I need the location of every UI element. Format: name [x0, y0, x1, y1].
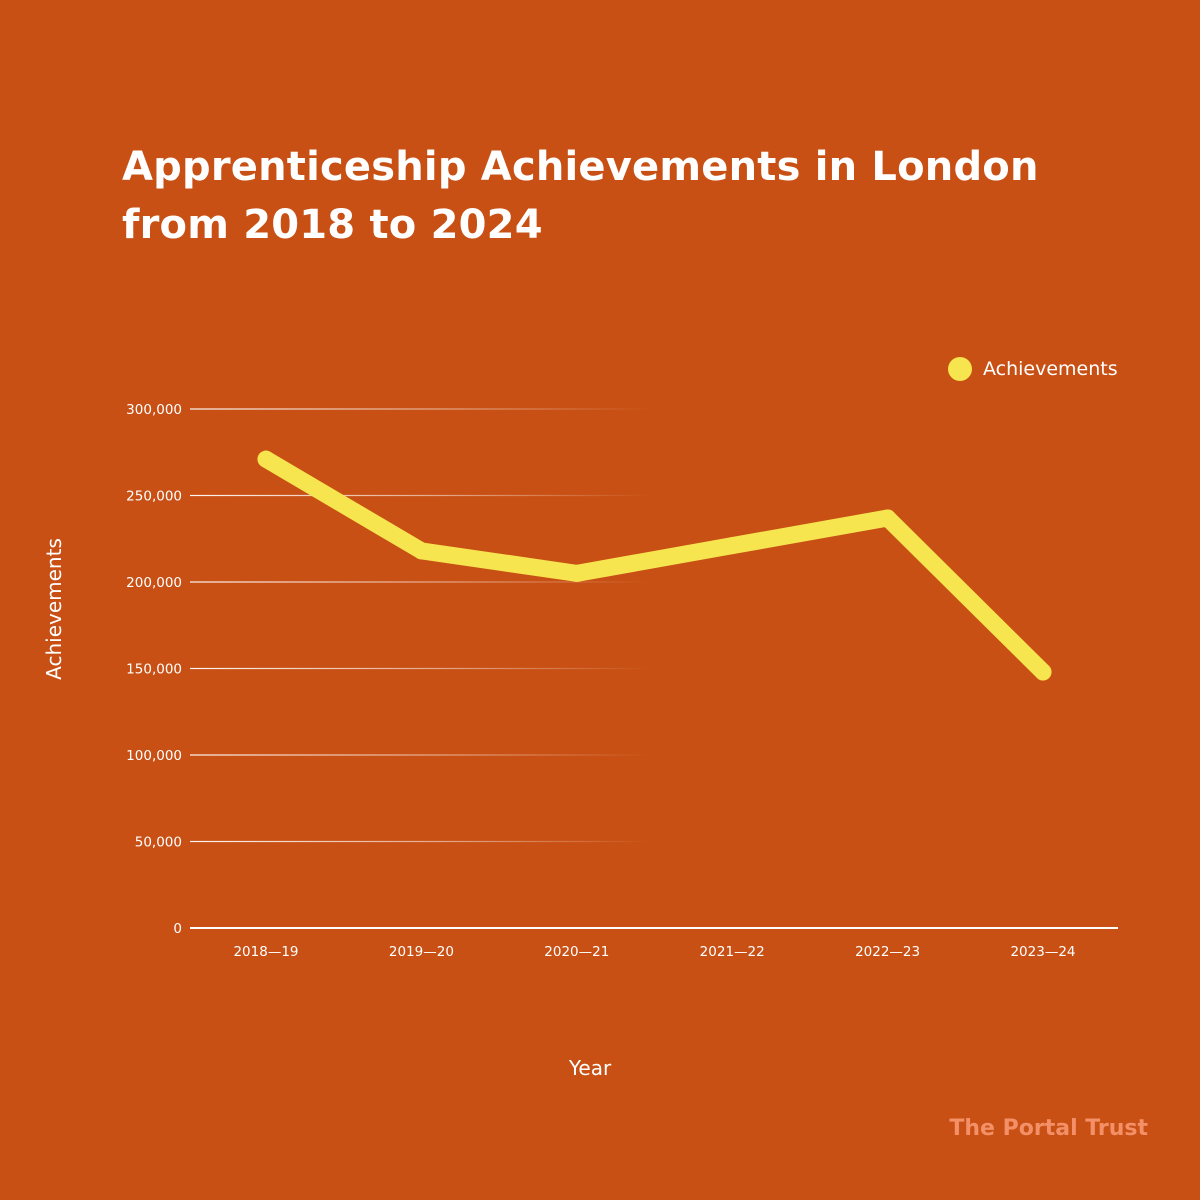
series-line: [257, 450, 1052, 681]
data-point: [879, 509, 897, 527]
data-point: [568, 564, 586, 582]
chart-title: Apprenticeship Achievements in London fr…: [122, 138, 1082, 254]
chart-title-line-2: from 2018 to 2024: [122, 202, 543, 248]
gridline: [190, 667, 650, 670]
data-point: [723, 537, 741, 555]
legend: Achievements: [948, 357, 1118, 381]
gridline: [190, 408, 650, 410]
gridlines: [190, 408, 650, 843]
y-axis-ticks: 0 50,000 100,000 150,000 200,000 250,000 300,0…: [126, 402, 182, 937]
gridline: [190, 494, 650, 497]
x-axis-title: Year: [568, 1056, 612, 1080]
y-tick-label: 250,000: [126, 489, 182, 505]
gridline: [190, 581, 650, 583]
chart-title-line-1: Apprenticeship Achievements in London: [122, 144, 1039, 190]
y-tick-label: 200,000: [126, 575, 182, 591]
x-tick-label: 2022—23: [855, 944, 920, 960]
x-tick-label: 2021—22: [700, 944, 765, 960]
legend-label-achievements: Achievements: [983, 358, 1118, 380]
series-achievements: [257, 450, 1052, 681]
y-tick-label: 100,000: [126, 748, 182, 764]
gridline: [190, 840, 650, 843]
y-tick-label: 150,000: [126, 662, 182, 678]
brand-logo-text: The Portal Trust: [949, 1116, 1148, 1141]
x-tick-label: 2018—19: [233, 944, 298, 960]
x-tick-label: 2020—21: [544, 944, 609, 960]
y-tick-label: 50,000: [135, 835, 182, 851]
y-tick-label: 300,000: [126, 402, 182, 418]
y-axis-title: Achievements: [42, 538, 66, 680]
x-axis-ticks: 2018—19 2019—20 2020—21 2021—22 2022—23 2023—…: [233, 944, 1075, 960]
data-point: [1034, 663, 1052, 681]
y-tick-label: 0: [173, 921, 182, 937]
gridline: [190, 754, 650, 756]
x-tick-label: 2019—20: [389, 944, 454, 960]
x-tick-label: 2023—24: [1010, 944, 1075, 960]
data-point: [257, 450, 275, 468]
legend-marker-achievements: [948, 357, 972, 381]
data-point: [412, 542, 430, 560]
